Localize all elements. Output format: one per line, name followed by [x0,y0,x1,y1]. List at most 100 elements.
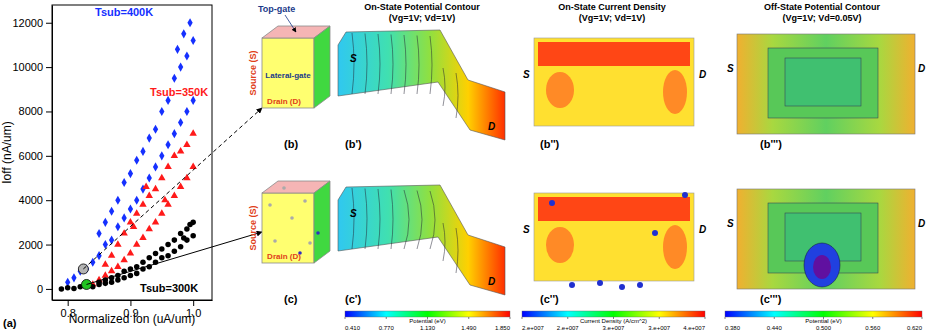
current-patch [546,72,574,108]
y-axis-title: Ioff (nA/um) [0,121,14,183]
point [121,275,127,281]
x-axis-title: Normalized Ion (uA/um) [69,312,196,326]
colorbar-tick-label: 0.770 [379,325,395,331]
region-label: S [350,208,357,219]
point [114,240,121,246]
current-density: SD [523,192,706,290]
panel-label: (b''') [760,138,782,150]
point [128,205,133,214]
point [181,29,186,38]
point [177,147,184,153]
device-cube: Source (S)Drain (D)Top-gateLateral-gate [248,4,330,108]
current-patch [546,227,574,263]
contour-slab [338,30,505,140]
point [184,51,189,60]
point [147,134,152,143]
point [158,209,165,215]
point [165,242,171,248]
column-title: Off-State Potential Contour [764,2,880,12]
tick-label: 0 [37,283,43,295]
region-label: S [350,53,357,64]
point [108,251,115,257]
point [134,196,139,205]
point [108,267,115,273]
point [171,191,178,197]
region-label: D [699,69,706,80]
off-blob [804,243,840,287]
device-label: Drain (D) [267,252,301,261]
colorbar-title: Potential (eV) [805,318,841,324]
point [139,234,146,240]
point [59,286,65,292]
contour-line [404,35,406,94]
dopant [682,192,688,198]
off-core [768,48,878,118]
contour-line [404,190,409,249]
dopant [268,203,272,207]
colorbar-tick [345,317,346,319]
point [172,129,177,138]
colorbar-gradient [725,311,922,317]
colorbar-tick [922,317,923,319]
colorbar-title: Potential (eV) [409,318,445,324]
off-blob [813,255,831,279]
plot-area [59,18,197,291]
point [109,207,114,216]
colorbar-tick-label: 4.e+007 [683,325,706,331]
point [122,178,127,187]
current-box [534,193,694,281]
contour-line [378,189,380,249]
panel-label: (c''') [760,293,782,305]
panel-label: (c') [345,293,361,305]
device-label: Top-gate [258,4,295,14]
tick: 2000 [19,239,52,251]
dopant [308,241,312,245]
point [140,260,146,266]
colorbar-tick-label: 0.440 [767,325,783,331]
point [187,18,192,27]
series [59,220,196,292]
tick-mark [46,23,52,24]
point [128,169,133,178]
panel-label: (b'') [540,138,560,150]
column-title: (Vg=1V; Vd=1V) [579,13,646,23]
tick-label: 10000 [12,61,43,73]
series [65,18,196,287]
point [165,140,170,149]
panel-label: (b) [284,138,298,150]
plot-frame [52,5,212,300]
colorbar-tick [567,317,568,319]
contour-line [391,190,393,250]
point [175,45,180,54]
point [159,107,164,116]
drain-face [314,181,330,263]
point [172,248,178,254]
contour-line [443,68,445,106]
dopant [273,239,277,243]
point [96,229,101,238]
off-contour: SD [727,34,925,134]
contour-line [430,191,435,249]
point [153,251,159,257]
column-title: On-State Potential Contour [364,2,480,12]
potential-contour: SD [338,185,505,295]
point [102,260,109,266]
dopant [316,231,320,235]
tick: 8000 [19,105,52,117]
panel-label: (c) [284,293,298,305]
series-label: Tsub=350K [150,86,208,98]
colorbar-gradient [522,311,705,317]
point [114,262,121,268]
front-face [262,38,314,108]
point [103,218,108,227]
tick: 12000 [12,17,52,29]
tick-mark [193,300,194,306]
tick: 6000 [19,150,52,162]
point [71,273,76,282]
point [133,209,140,215]
panel-label: (a) [3,317,17,329]
point [115,222,120,231]
device-label: Source (S) [248,50,258,95]
colorbar-tick [522,317,523,319]
tick: 10000 [12,61,52,73]
